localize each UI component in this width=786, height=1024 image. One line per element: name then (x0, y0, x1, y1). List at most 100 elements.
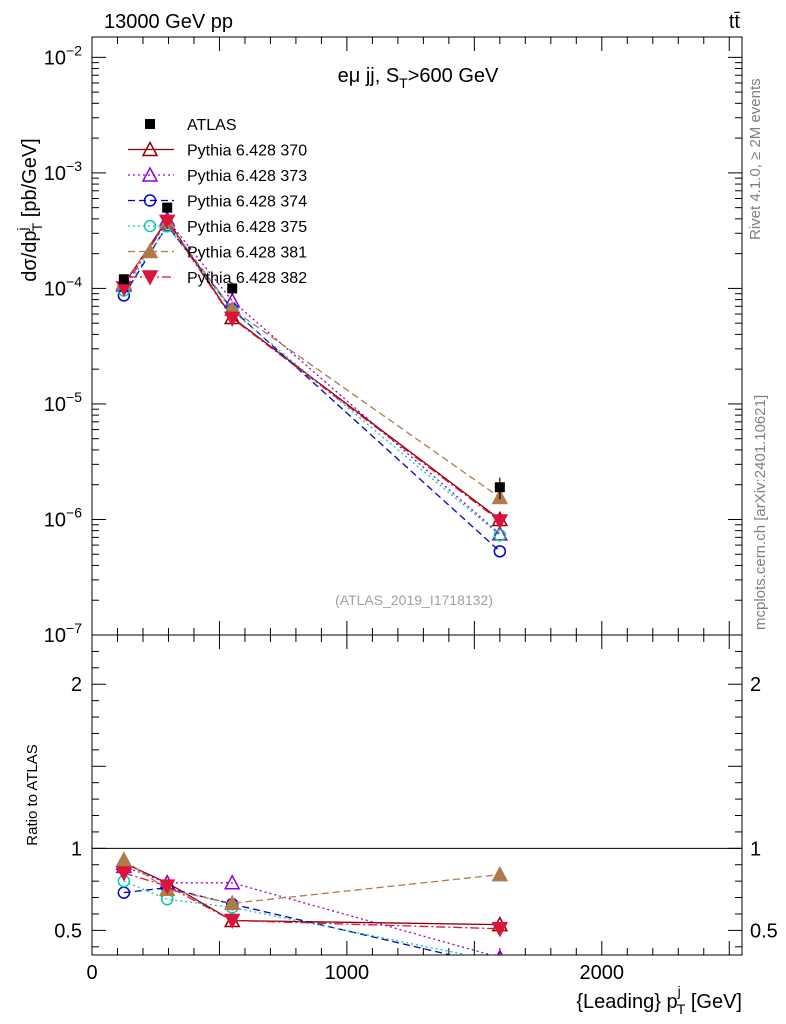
legend-marker (141, 166, 159, 182)
legend-entry-atlas: ATLAS (145, 117, 237, 134)
series-line (123, 218, 501, 535)
legend-entry: Pythia 6.428 382 (128, 270, 307, 287)
x-tick-label: 0 (86, 962, 97, 984)
ratio-y-axis-label: Ratio to ATLAS (24, 744, 41, 845)
legend: ATLAS Pythia 6.428 370 Pythia 6.428 373 Pyt… (128, 117, 307, 287)
legend-label: Pythia 6.428 373 (187, 168, 307, 185)
ratio-series-point (223, 913, 241, 930)
tick-exponent: −2 (66, 42, 82, 58)
legend-label: Pythia 6.428 370 (187, 143, 307, 160)
x-tick-label: 2000 (580, 962, 625, 984)
tick-exponent: −6 (66, 504, 82, 520)
main-plot-panel: 10−710−610−510−410−310−2 (ATLAS_2019_I17… (14, 36, 743, 647)
ratio-y-tick-label-left: 0.5 (54, 920, 82, 942)
data-point (162, 202, 173, 213)
series-pythia-6.428-374 (117, 219, 507, 558)
ratio-plot-frame (91, 634, 743, 956)
series-line (123, 225, 501, 536)
ratio-series-point (491, 921, 509, 938)
series-point (493, 529, 507, 542)
xlabel-a: {Leading} p (576, 991, 677, 1013)
ratio-series-pythia-6.428-370 (115, 854, 509, 932)
tick-base: 10 (44, 47, 66, 69)
series-pythia-6.428-373 (115, 210, 509, 541)
legend-label: Pythia 6.428 374 (187, 194, 307, 211)
legend-label: ATLAS (187, 117, 237, 134)
main-y-ticks (91, 37, 742, 636)
legend-entry: Pythia 6.428 381 (128, 242, 307, 262)
series-atlas-data (118, 202, 505, 500)
legend-label: Pythia 6.428 382 (187, 270, 307, 287)
xlabel-sup: j (677, 983, 681, 999)
ratio-series-line (123, 862, 500, 926)
ratio-tick-labels: 0.5 0.5 1 1 2 2 0 1000 2000 (54, 674, 778, 984)
data-point (227, 283, 238, 294)
ylabel-sup: j (14, 227, 30, 231)
main-y-tick-label: 10−6 (44, 504, 82, 531)
xlabel-b: [GeV] (685, 991, 742, 1013)
series-line (123, 218, 501, 520)
tick-base: 10 (44, 278, 66, 300)
ratio-y-tick-label-left: 2 (71, 674, 82, 696)
ratio-y-tick-label-right: 0.5 (750, 920, 778, 942)
title-main-text: eμ jj, S (338, 65, 400, 87)
main-y-tick-label: 10−7 (44, 620, 82, 647)
main-y-axis-label: dσ/dpjT [pb/GeV] (14, 138, 45, 281)
legend-entry: Pythia 6.428 370 (128, 140, 307, 160)
series-pythia-6.428-370 (115, 210, 509, 527)
ratio-series-line (123, 872, 500, 930)
ratio-series-pythia-6.428-374 (117, 881, 505, 972)
series-point (223, 311, 241, 327)
main-y-tick-labels: 10−710−610−510−410−310−2 (44, 42, 82, 647)
legend-marker (141, 242, 159, 259)
ratio-ticks (91, 635, 742, 955)
ratio-y-tick-label-right: 2 (750, 674, 761, 696)
ylabel-a: dσ/dp (19, 230, 41, 281)
mcplots-label: mcplots.cern.ch [arXiv:2401.10621] (752, 395, 769, 630)
series-line (123, 220, 501, 499)
ratio-series-point (223, 874, 241, 890)
legend-marker (143, 194, 157, 207)
ratio-y-tick-label-right: 1 (750, 838, 761, 860)
ratio-series-line (123, 887, 454, 955)
tick-base: 10 (44, 509, 66, 531)
ratio-series-pythia-6.428-373 (115, 857, 504, 955)
legend-entry: Pythia 6.428 373 (128, 166, 307, 185)
ratio-series-pythia-6.428-382 (115, 866, 509, 938)
ratio-series-point (223, 894, 241, 911)
ratio-series-line (123, 859, 500, 904)
ratio-y-tick-label-left: 1 (71, 838, 82, 860)
data-point (494, 482, 505, 493)
series-line (123, 224, 501, 552)
ratio-plot-panel: 0.5 0.5 1 1 2 2 0 1000 2000 Ratio to ATLAS {Lead… (24, 634, 778, 1017)
title-subscript: T (399, 75, 408, 91)
tick-exponent: −7 (66, 620, 82, 636)
ratio-series-point (158, 879, 176, 895)
series-pythia-6.428-381 (115, 213, 509, 505)
legend-label: Pythia 6.428 375 (187, 219, 307, 236)
tick-base: 10 (44, 625, 66, 647)
ylabel-sub: T (29, 222, 45, 231)
main-series-group (115, 202, 509, 558)
data-point (118, 274, 129, 285)
series-pythia-6.428-375 (117, 220, 507, 542)
series-point (158, 214, 176, 231)
tick-exponent: −3 (66, 158, 82, 174)
legend-marker (143, 219, 157, 233)
legend-label: Pythia 6.428 381 (187, 245, 307, 262)
ratio-series-point (115, 866, 133, 882)
legend-entry: Pythia 6.428 375 (128, 219, 307, 236)
tick-exponent: −5 (66, 389, 82, 405)
series-point (491, 525, 509, 541)
tick-base: 10 (44, 163, 66, 185)
ratio-series-point (115, 851, 133, 867)
ratio-series-point (494, 961, 505, 972)
header-energy-label: 13000 GeV pp (104, 11, 233, 33)
main-y-tick-label: 10−5 (44, 389, 82, 416)
legend-marker (145, 119, 155, 129)
watermark-label: (ATLAS_2019_I1718132) (335, 592, 493, 608)
xlabel-sub: T (677, 1001, 686, 1017)
ratio-series-point (491, 866, 509, 882)
tick-exponent: −4 (66, 273, 82, 289)
